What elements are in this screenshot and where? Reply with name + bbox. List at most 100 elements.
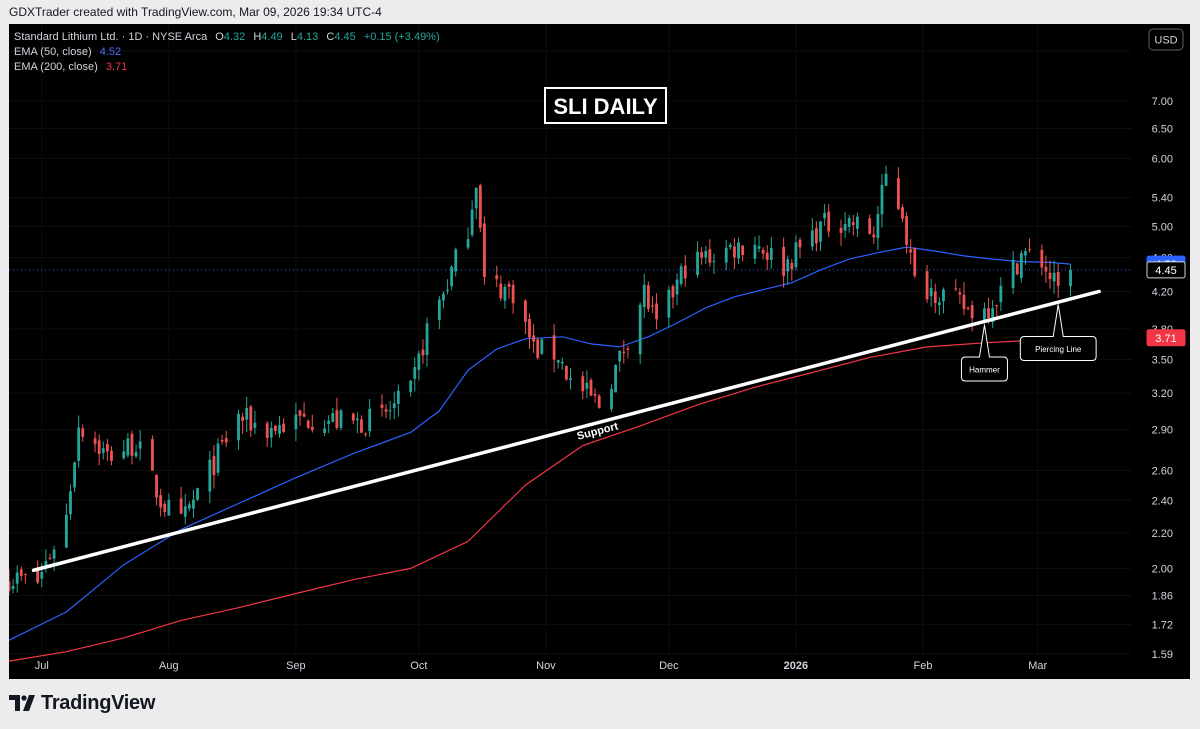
candle-up[interactable] bbox=[999, 277, 1003, 312]
candle-down[interactable] bbox=[483, 216, 486, 285]
candle-down[interactable] bbox=[306, 419, 310, 429]
candle-down[interactable] bbox=[655, 293, 658, 330]
candle-up[interactable] bbox=[769, 236, 773, 270]
candle-down[interactable] bbox=[733, 238, 736, 269]
candle-up[interactable] bbox=[167, 493, 171, 516]
candle-down[interactable] bbox=[9, 569, 11, 595]
candle-up[interactable] bbox=[704, 246, 708, 265]
candle-up[interactable] bbox=[880, 174, 884, 228]
candle-down[interactable] bbox=[798, 237, 802, 259]
candle-up[interactable] bbox=[675, 273, 679, 305]
candle-down[interactable] bbox=[646, 281, 650, 313]
candle-down[interactable] bbox=[761, 247, 765, 260]
candle-down[interactable] bbox=[302, 402, 306, 418]
candle-down[interactable] bbox=[901, 204, 904, 223]
candle-up[interactable] bbox=[610, 384, 613, 412]
candle-up[interactable] bbox=[1024, 247, 1027, 265]
candle-up[interactable] bbox=[823, 204, 827, 226]
candle-up[interactable] bbox=[355, 412, 359, 434]
candle-down[interactable] bbox=[499, 275, 503, 302]
candle-up[interactable] bbox=[245, 396, 249, 432]
candle-up[interactable] bbox=[101, 441, 105, 460]
candle-up[interactable] bbox=[937, 297, 941, 316]
candle-up[interactable] bbox=[810, 218, 814, 251]
candle-down[interactable] bbox=[815, 221, 818, 252]
candle-up[interactable] bbox=[425, 317, 429, 367]
candle-down[interactable] bbox=[954, 279, 958, 292]
candle-up[interactable] bbox=[52, 545, 56, 572]
candle-down[interactable] bbox=[868, 214, 872, 235]
candle-down[interactable] bbox=[81, 424, 85, 442]
candle-up[interactable] bbox=[667, 285, 671, 328]
candle-down[interactable] bbox=[495, 265, 499, 288]
candle-down[interactable] bbox=[896, 167, 900, 211]
candle-up[interactable] bbox=[991, 299, 995, 328]
candle-down[interactable] bbox=[925, 265, 929, 303]
candle-down[interactable] bbox=[130, 430, 134, 465]
candle-down[interactable] bbox=[962, 282, 966, 316]
candle-up[interactable] bbox=[1019, 250, 1023, 283]
candle-down[interactable] bbox=[532, 323, 536, 353]
candle-up[interactable] bbox=[138, 430, 142, 461]
candle-up[interactable] bbox=[323, 419, 326, 437]
candle-up[interactable] bbox=[642, 273, 646, 318]
candle-up[interactable] bbox=[278, 415, 281, 438]
candle-up[interactable] bbox=[331, 407, 335, 423]
candle-up[interactable] bbox=[638, 302, 642, 365]
candle-up[interactable] bbox=[728, 242, 732, 250]
candle-down[interactable] bbox=[105, 438, 109, 461]
candle-up[interactable] bbox=[696, 241, 699, 278]
candle-up[interactable] bbox=[540, 338, 544, 355]
currency-button-label[interactable]: USD bbox=[1154, 35, 1177, 47]
currency-button[interactable] bbox=[1148, 28, 1184, 51]
candle-down[interactable] bbox=[421, 339, 425, 364]
candle-up[interactable] bbox=[503, 283, 507, 309]
candle-up[interactable] bbox=[470, 200, 474, 238]
candle-down[interactable] bbox=[282, 418, 286, 434]
candle-up[interactable] bbox=[368, 398, 372, 437]
candle-down[interactable] bbox=[597, 394, 601, 409]
candle-down[interactable] bbox=[528, 313, 531, 349]
candle-up[interactable] bbox=[474, 187, 478, 220]
candle-up[interactable] bbox=[983, 302, 986, 329]
candle-down[interactable] bbox=[589, 377, 593, 397]
candle-down[interactable] bbox=[179, 486, 183, 515]
candle-down[interactable] bbox=[163, 500, 167, 517]
candle-down[interactable] bbox=[224, 430, 228, 448]
candle-down[interactable] bbox=[155, 474, 158, 506]
candle-down[interactable] bbox=[110, 446, 113, 466]
candle-down[interactable] bbox=[966, 306, 970, 311]
candle-up[interactable] bbox=[884, 165, 888, 187]
candle-down[interactable] bbox=[212, 445, 216, 489]
candle-up[interactable] bbox=[466, 227, 470, 250]
candle-down[interactable] bbox=[782, 237, 786, 288]
candle-down[interactable] bbox=[581, 371, 585, 400]
candle-up[interactable] bbox=[11, 579, 15, 594]
candle-down[interactable] bbox=[1040, 244, 1044, 276]
candle-up[interactable] bbox=[753, 236, 757, 265]
candle-up[interactable] bbox=[442, 291, 445, 309]
candle-down[interactable] bbox=[683, 255, 687, 287]
candle-down[interactable] bbox=[249, 404, 253, 437]
candle-up[interactable] bbox=[560, 357, 564, 370]
candle-up[interactable] bbox=[134, 444, 138, 459]
candle-up[interactable] bbox=[446, 279, 449, 295]
candle-down[interactable] bbox=[241, 412, 245, 434]
candle-up[interactable] bbox=[192, 489, 195, 518]
chart-panel[interactable]: Support Hammer Piercing Line Standard Lit… bbox=[9, 24, 1190, 679]
candle-up[interactable] bbox=[388, 400, 392, 420]
candle-up[interactable] bbox=[855, 212, 859, 238]
candle-down[interactable] bbox=[909, 238, 913, 265]
candle-up[interactable] bbox=[339, 408, 343, 431]
candle-down[interactable] bbox=[995, 304, 999, 318]
candle-up[interactable] bbox=[929, 278, 933, 307]
candle-down[interactable] bbox=[36, 560, 40, 585]
candle-down[interactable] bbox=[151, 435, 154, 471]
candle-down[interactable] bbox=[1015, 262, 1019, 276]
candle-down[interactable] bbox=[220, 434, 224, 445]
candle-up[interactable] bbox=[724, 239, 728, 271]
candle-up[interactable] bbox=[876, 205, 880, 250]
candle-down[interactable] bbox=[872, 226, 876, 245]
candle-down[interactable] bbox=[298, 410, 302, 426]
candle-up[interactable] bbox=[614, 364, 617, 393]
